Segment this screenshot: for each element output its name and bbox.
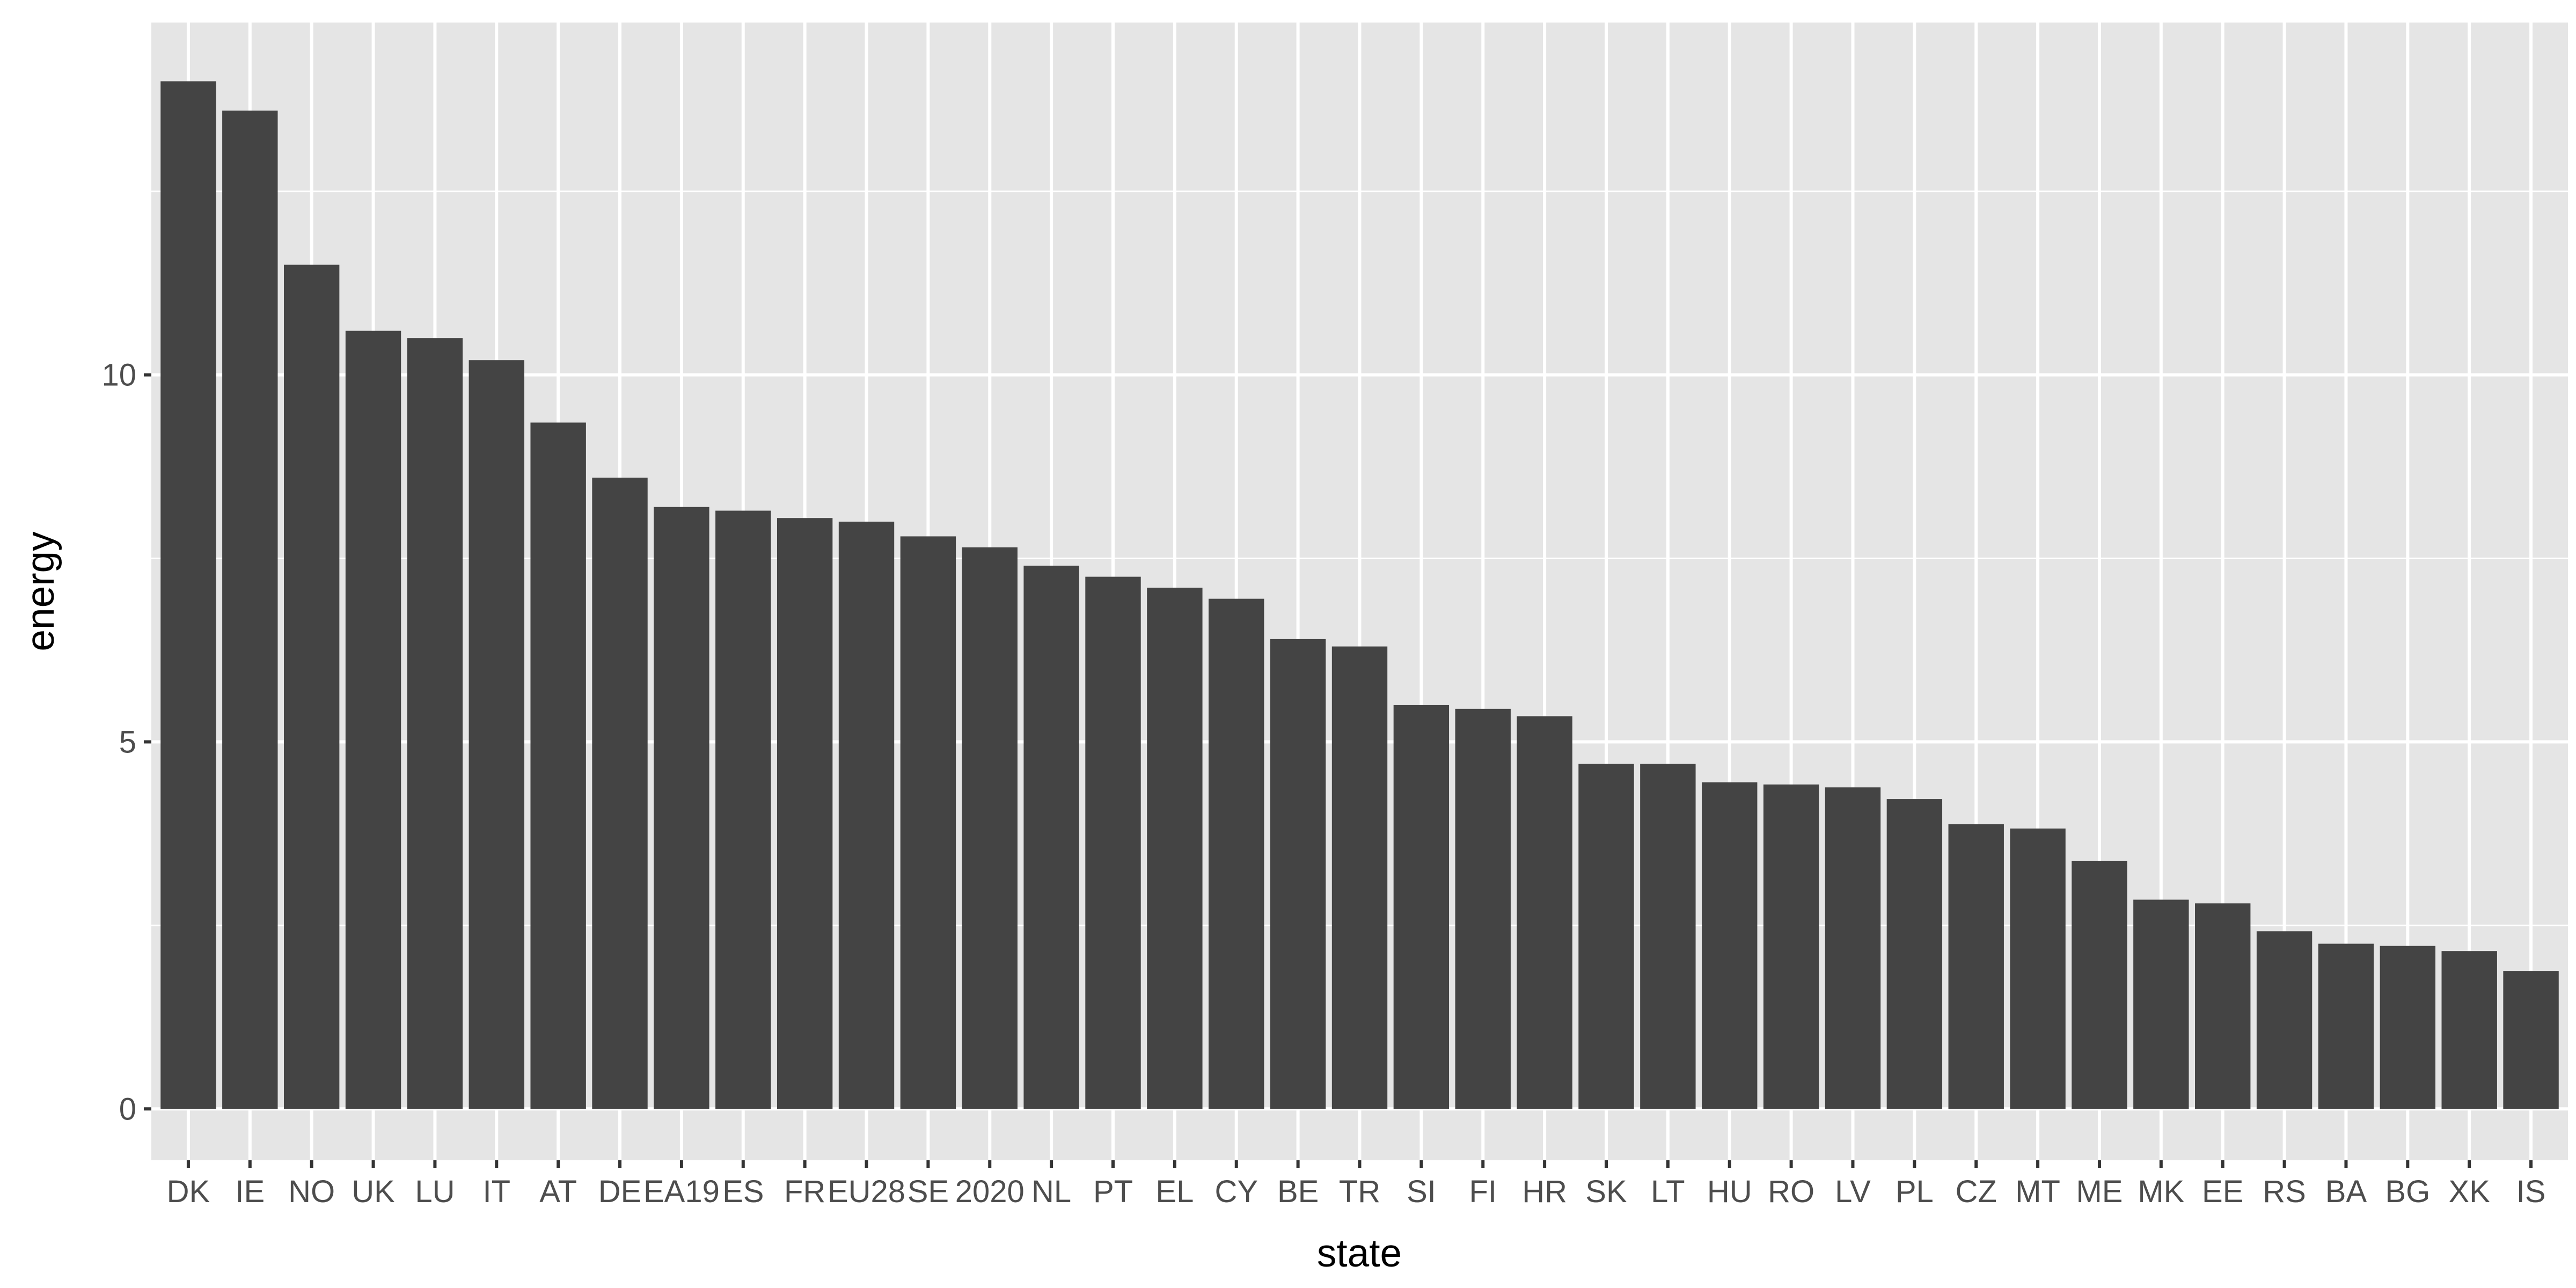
bar-cy xyxy=(1209,598,1264,1109)
x-tick-label: ES xyxy=(722,1174,764,1209)
bar-is xyxy=(2503,971,2559,1109)
bar-ro xyxy=(1763,784,1819,1109)
bar-me xyxy=(2072,860,2127,1109)
x-tick-label: LT xyxy=(1651,1174,1685,1209)
x-tick-label: BA xyxy=(2325,1174,2367,1209)
bar-es xyxy=(715,510,771,1109)
bar-ee xyxy=(2195,903,2251,1109)
bar-2020 xyxy=(962,547,1018,1109)
bar-pt xyxy=(1085,576,1141,1109)
x-tick-label: IT xyxy=(483,1174,511,1209)
y-axis: 0 5 10 xyxy=(101,358,151,1126)
x-tick-label: SE xyxy=(908,1174,949,1209)
bar-hu xyxy=(1702,782,1758,1109)
x-tick-label: RS xyxy=(2263,1174,2306,1209)
bar-cz xyxy=(1948,824,2004,1109)
y-tick-label: 0 xyxy=(119,1092,136,1126)
bar-tr xyxy=(1331,646,1388,1109)
y-tick-label: 10 xyxy=(101,358,136,393)
x-axis-title: state xyxy=(1317,1232,1402,1275)
bar-ie xyxy=(222,111,278,1109)
x-tick-label: MK xyxy=(2138,1174,2184,1209)
bar-be xyxy=(1270,639,1326,1109)
x-tick-label: IS xyxy=(2516,1174,2546,1209)
bar-uk xyxy=(345,331,401,1109)
y-axis-title: energy xyxy=(19,531,62,652)
bar-de xyxy=(592,478,648,1109)
bar-sk xyxy=(1578,764,1634,1109)
x-tick-label: ME xyxy=(2076,1174,2123,1209)
x-tick-label: DE xyxy=(598,1174,642,1209)
x-tick-label: HU xyxy=(1707,1174,1752,1209)
x-tick-label: FI xyxy=(1469,1174,1497,1209)
bar-it xyxy=(469,360,524,1109)
bar-mt xyxy=(2010,828,2066,1109)
x-tick-label: 2020 xyxy=(955,1174,1024,1209)
y-tick-label: 5 xyxy=(119,724,136,759)
bar-el xyxy=(1147,588,1203,1109)
x-tick-label: PT xyxy=(1093,1174,1133,1209)
bar-hr xyxy=(1517,716,1572,1109)
x-tick-label: BG xyxy=(2385,1174,2430,1209)
bar-si xyxy=(1393,705,1450,1109)
x-tick-label: FR xyxy=(784,1174,825,1209)
bar-fr xyxy=(777,518,833,1109)
x-tick-label: HR xyxy=(1522,1174,1567,1209)
x-tick-label: AT xyxy=(539,1174,577,1209)
x-tick-label: XK xyxy=(2449,1174,2491,1209)
bar-fi xyxy=(1455,708,1511,1109)
x-tick-label: SI xyxy=(1407,1174,1436,1209)
x-tick-label: CY xyxy=(1214,1174,1258,1209)
x-tick-label: LU xyxy=(415,1174,455,1209)
bar-no xyxy=(283,265,340,1109)
x-axis: DK IE NO UK LU IT AT DE EA19 ES FR EU28 SE 2020 NL PT EL… xyxy=(167,1160,2546,1209)
bars xyxy=(160,81,2559,1109)
bar-se xyxy=(900,536,956,1109)
bar-lt xyxy=(1640,764,1696,1109)
bar-rs xyxy=(2256,931,2312,1109)
x-tick-label: PL xyxy=(1896,1174,1934,1209)
bar-bg xyxy=(2380,946,2436,1109)
x-tick-label: RO xyxy=(1768,1174,1814,1209)
bar-at xyxy=(530,422,586,1109)
x-tick-label: LV xyxy=(1835,1174,1871,1209)
bar-pl xyxy=(1886,799,1943,1109)
bar-ba xyxy=(2318,943,2374,1109)
bar-eu28 xyxy=(838,522,895,1109)
bar-mk xyxy=(2133,899,2189,1109)
x-tick-label: UK xyxy=(352,1174,395,1209)
x-tick-label: TR xyxy=(1339,1174,1380,1209)
x-tick-label: NO xyxy=(288,1174,335,1209)
bar-dk xyxy=(160,81,216,1109)
x-tick-label: EL xyxy=(1155,1174,1194,1209)
x-tick-label: DK xyxy=(167,1174,210,1209)
x-tick-label: EA19 xyxy=(643,1174,720,1209)
bar-lu xyxy=(407,338,463,1109)
x-tick-label: EU28 xyxy=(828,1174,905,1209)
bar-xk xyxy=(2441,951,2497,1109)
x-tick-label: SK xyxy=(1585,1174,1627,1209)
x-tick-label: MT xyxy=(2015,1174,2060,1209)
bar-nl xyxy=(1023,566,1079,1109)
x-tick-label: NL xyxy=(1031,1174,1071,1209)
x-tick-label: EE xyxy=(2202,1174,2243,1209)
x-tick-label: CZ xyxy=(1956,1174,1997,1209)
bar-ea19 xyxy=(654,507,709,1109)
bar-lv xyxy=(1825,787,1881,1109)
x-tick-label: IE xyxy=(235,1174,265,1209)
x-tick-label: BE xyxy=(1277,1174,1319,1209)
